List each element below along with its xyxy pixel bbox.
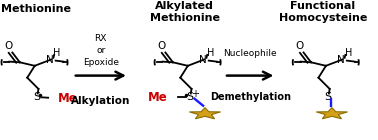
- Text: O: O: [158, 41, 166, 51]
- Polygon shape: [316, 108, 347, 119]
- Text: O: O: [296, 41, 304, 51]
- Text: S: S: [186, 92, 194, 102]
- Text: Demethylation: Demethylation: [210, 92, 291, 102]
- Text: H: H: [345, 48, 352, 58]
- Text: Methionine: Methionine: [1, 4, 71, 14]
- Text: +: +: [191, 89, 199, 99]
- Text: S: S: [33, 92, 40, 102]
- Text: Nucleophile: Nucleophile: [223, 49, 277, 58]
- Text: RX
or
Epoxide: RX or Epoxide: [83, 34, 119, 67]
- Polygon shape: [189, 108, 221, 119]
- Text: N: N: [337, 54, 345, 65]
- Text: Alkylated
Methionine: Alkylated Methionine: [150, 1, 220, 23]
- Text: Me: Me: [148, 91, 167, 104]
- Text: H: H: [206, 48, 214, 58]
- Text: O: O: [5, 41, 13, 51]
- Text: S: S: [325, 92, 332, 102]
- Text: Me: Me: [58, 92, 78, 104]
- Text: N: N: [199, 54, 207, 65]
- Text: H: H: [53, 48, 61, 58]
- Text: Alkylation: Alkylation: [71, 96, 130, 106]
- Text: Functional
Homocysteine: Functional Homocysteine: [279, 1, 367, 23]
- Text: N: N: [46, 54, 54, 65]
